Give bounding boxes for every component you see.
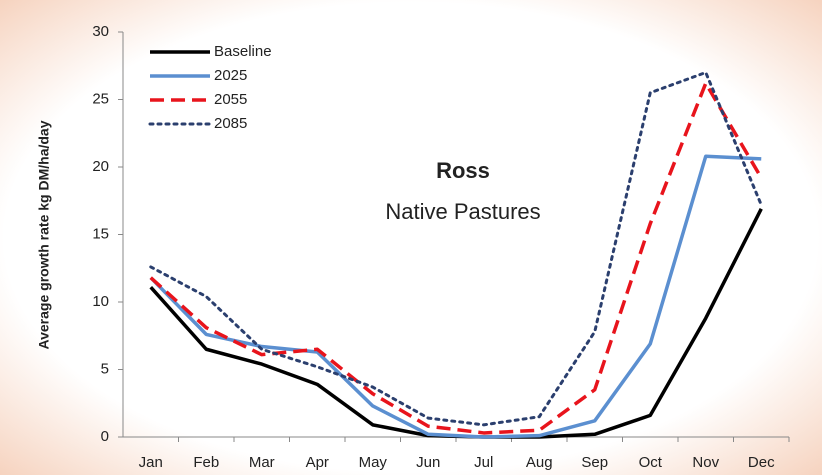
x-tick-label: Nov (692, 454, 719, 471)
x-tick-label: Feb (193, 454, 219, 471)
x-tick-label: Jan (139, 454, 163, 471)
y-axis-label: Average growth rate kg DM/ha/day (36, 120, 52, 349)
series-line (149, 71, 763, 427)
legend-label: Baseline (214, 43, 272, 60)
y-tick-label: 15 (92, 225, 109, 242)
y-tick-label: 5 (101, 360, 109, 377)
x-tick-label: Jul (474, 454, 493, 471)
legend-label: 2085 (214, 115, 247, 132)
x-tick-label: Dec (748, 454, 775, 471)
x-tick-label: Jun (416, 454, 440, 471)
x-tick-label: Mar (249, 454, 275, 471)
y-tick-label: 25 (92, 90, 109, 107)
series-line (149, 154, 762, 439)
x-tick-label: Sep (581, 454, 608, 471)
y-tick-label: 30 (92, 23, 109, 40)
series-line (149, 208, 763, 439)
chart-subtitle: Native Pastures (385, 199, 540, 224)
x-tick-label: May (359, 454, 388, 471)
chart-title: Ross (436, 158, 490, 183)
y-tick-label: 20 (92, 158, 109, 175)
y-tick-label: 0 (101, 428, 109, 445)
y-tick-label: 10 (92, 293, 109, 310)
series-line (149, 81, 763, 435)
legend-label: 2055 (214, 91, 247, 108)
legend-label: 2025 (214, 67, 247, 84)
x-tick-label: Oct (639, 454, 663, 471)
x-tick-label: Aug (526, 454, 553, 471)
x-tick-label: Apr (306, 454, 329, 471)
